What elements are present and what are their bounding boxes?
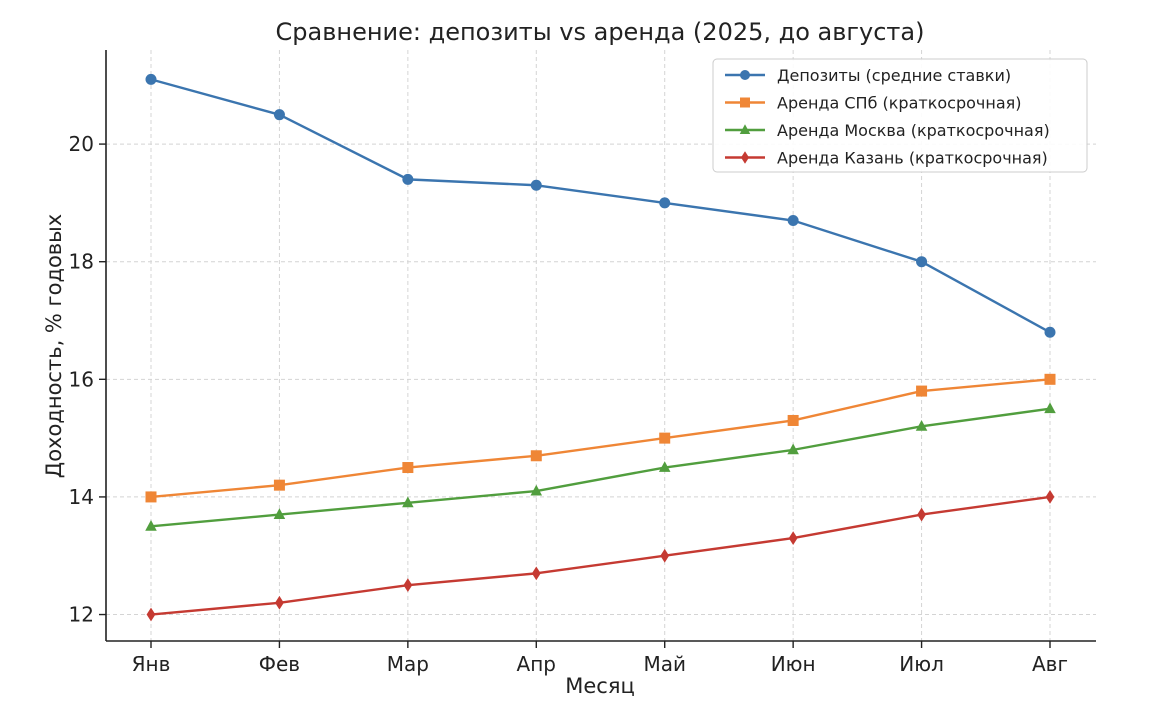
y-axis-label: Доходность, % годовых: [42, 214, 66, 478]
series-3: [145, 402, 1056, 531]
legend-label: Аренда СПб (краткосрочная): [777, 94, 1021, 113]
series-line: [150, 378, 1051, 499]
data-point: [403, 578, 413, 593]
data-point: [402, 496, 414, 508]
data-point: [273, 479, 285, 491]
data-point: [659, 197, 671, 209]
data-point: [530, 484, 543, 496]
legend-label: Депозиты (средние ставки): [777, 66, 1011, 85]
data-point: [1044, 402, 1056, 414]
data-point: [275, 595, 284, 610]
x-tick-label: Фев: [259, 652, 300, 676]
data-point: [145, 491, 157, 503]
chart-title: Сравнение: депозиты vs аренда (2025, до …: [276, 18, 925, 46]
y-tick-label: 18: [69, 250, 94, 274]
data-point: [788, 531, 798, 545]
data-point: [787, 414, 799, 426]
x-tick-label: Янв: [132, 652, 171, 676]
data-point: [530, 179, 542, 191]
series-4: [146, 490, 1055, 622]
data-point: [1044, 326, 1056, 338]
data-point: [916, 256, 928, 268]
x-tick-label: Июл: [899, 652, 944, 676]
x-axis-label: Месяц: [565, 674, 635, 698]
legend-item: Аренда Москва (краткосрочная): [725, 121, 1050, 140]
data-point: [530, 450, 542, 462]
y-tick-label: 16: [69, 367, 94, 391]
series-line: [150, 78, 1051, 334]
x-tick-label: Авг: [1032, 652, 1068, 676]
series-line: [150, 495, 1051, 616]
legend: Депозиты (средние ставки) Аренда СПб (кра…: [712, 58, 1088, 173]
legend-marker: [740, 97, 750, 108]
data-point: [1044, 373, 1056, 385]
x-tick-label: Май: [643, 652, 686, 676]
y-tick-label: 12: [69, 603, 94, 627]
y-tick-label: 20: [69, 132, 94, 156]
data-point: [659, 432, 671, 444]
x-tick-label: Апр: [517, 652, 556, 676]
data-point: [1045, 490, 1055, 504]
legend-label: Аренда Москва (краткосрочная): [777, 121, 1050, 140]
data-point: [915, 420, 928, 431]
legend-item: Депозиты (средние ставки): [725, 66, 1011, 85]
data-point: [660, 548, 670, 563]
legend-marker: [739, 124, 751, 134]
axes: Янв Фев Мар Апр Май Июн Июл Авг 12 14 16 18 20: [69, 50, 1096, 676]
x-tick-label: Июн: [771, 652, 816, 676]
series-layer: [145, 73, 1056, 622]
data-point: [145, 73, 157, 85]
y-tick-label: 14: [69, 485, 94, 509]
series-2: [145, 373, 1056, 503]
data-point: [658, 461, 671, 472]
data-point: [787, 443, 799, 455]
data-point: [787, 215, 799, 227]
x-tick-label: Мар: [387, 652, 429, 676]
data-point: [402, 462, 414, 474]
data-point: [917, 507, 926, 522]
series-1: [145, 73, 1056, 338]
legend-box: [712, 58, 1088, 173]
data-point: [402, 173, 414, 185]
legend-item: Аренда Казань (краткосрочная): [725, 149, 1048, 168]
legend-label: Аренда Казань (краткосрочная): [777, 149, 1048, 168]
data-point: [146, 607, 156, 622]
data-point: [531, 566, 541, 581]
data-point: [273, 109, 285, 121]
data-point: [916, 385, 928, 397]
legend-marker: [740, 70, 750, 80]
legend-item: Аренда СПб (краткосрочная): [725, 94, 1021, 113]
legend-marker: [741, 151, 749, 164]
data-point: [145, 520, 157, 531]
data-point: [273, 508, 286, 519]
series-line: [150, 407, 1051, 528]
